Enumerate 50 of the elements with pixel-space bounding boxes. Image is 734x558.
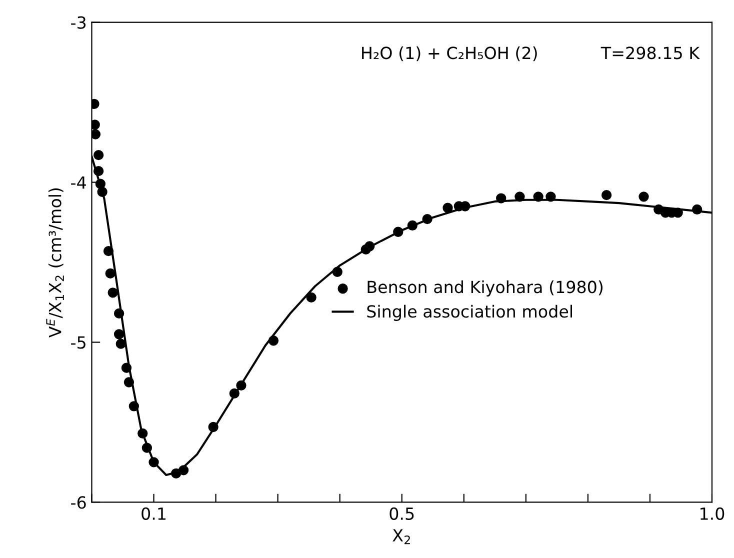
point xyxy=(138,428,148,439)
point xyxy=(93,150,104,160)
point xyxy=(306,292,316,303)
legend-label: Single association model xyxy=(367,304,572,321)
point xyxy=(103,246,114,256)
point xyxy=(208,422,218,432)
y-tick-label: -6 xyxy=(71,496,86,509)
point xyxy=(460,201,470,212)
point xyxy=(95,178,106,189)
y-tick-label: -3 xyxy=(71,16,86,29)
point xyxy=(116,338,126,349)
point xyxy=(692,204,702,215)
point xyxy=(638,192,649,202)
x-tick-label: 0.1 xyxy=(142,507,166,520)
point xyxy=(93,166,104,176)
point xyxy=(533,192,544,202)
point xyxy=(268,336,279,346)
point xyxy=(97,186,108,197)
point xyxy=(364,241,375,252)
x-tick-label: 0.5 xyxy=(390,507,414,520)
point xyxy=(229,388,240,399)
point xyxy=(496,193,506,204)
x-axis-title: X$_{2}$ xyxy=(392,529,410,544)
point xyxy=(514,192,525,202)
point xyxy=(601,190,612,200)
point xyxy=(422,214,432,224)
point xyxy=(442,202,453,213)
point xyxy=(178,465,189,476)
annotation: H₂O (1) + C₂H₅OH (2) xyxy=(362,46,537,62)
annotation: T=298.15 K xyxy=(600,46,700,60)
point xyxy=(124,377,134,388)
legend-label: Benson and Kiyohara (1980) xyxy=(368,280,603,296)
point xyxy=(121,362,132,373)
point xyxy=(108,288,118,298)
point xyxy=(546,192,556,202)
y-tick-label: -4 xyxy=(71,176,86,189)
x-tick-label: 1.0 xyxy=(700,507,724,520)
point xyxy=(393,226,404,237)
point xyxy=(128,401,140,412)
point xyxy=(236,380,246,391)
point xyxy=(114,308,124,319)
point xyxy=(332,266,342,277)
point xyxy=(142,442,152,453)
y-axis-title: V$^{E}$/X$_{1}$X$_{2}$ (cm³/mol) xyxy=(46,188,64,338)
point xyxy=(105,268,116,279)
point xyxy=(148,457,159,468)
point xyxy=(92,129,101,140)
point xyxy=(407,220,418,231)
point xyxy=(114,329,124,340)
y-tick-label: -5 xyxy=(71,336,86,349)
